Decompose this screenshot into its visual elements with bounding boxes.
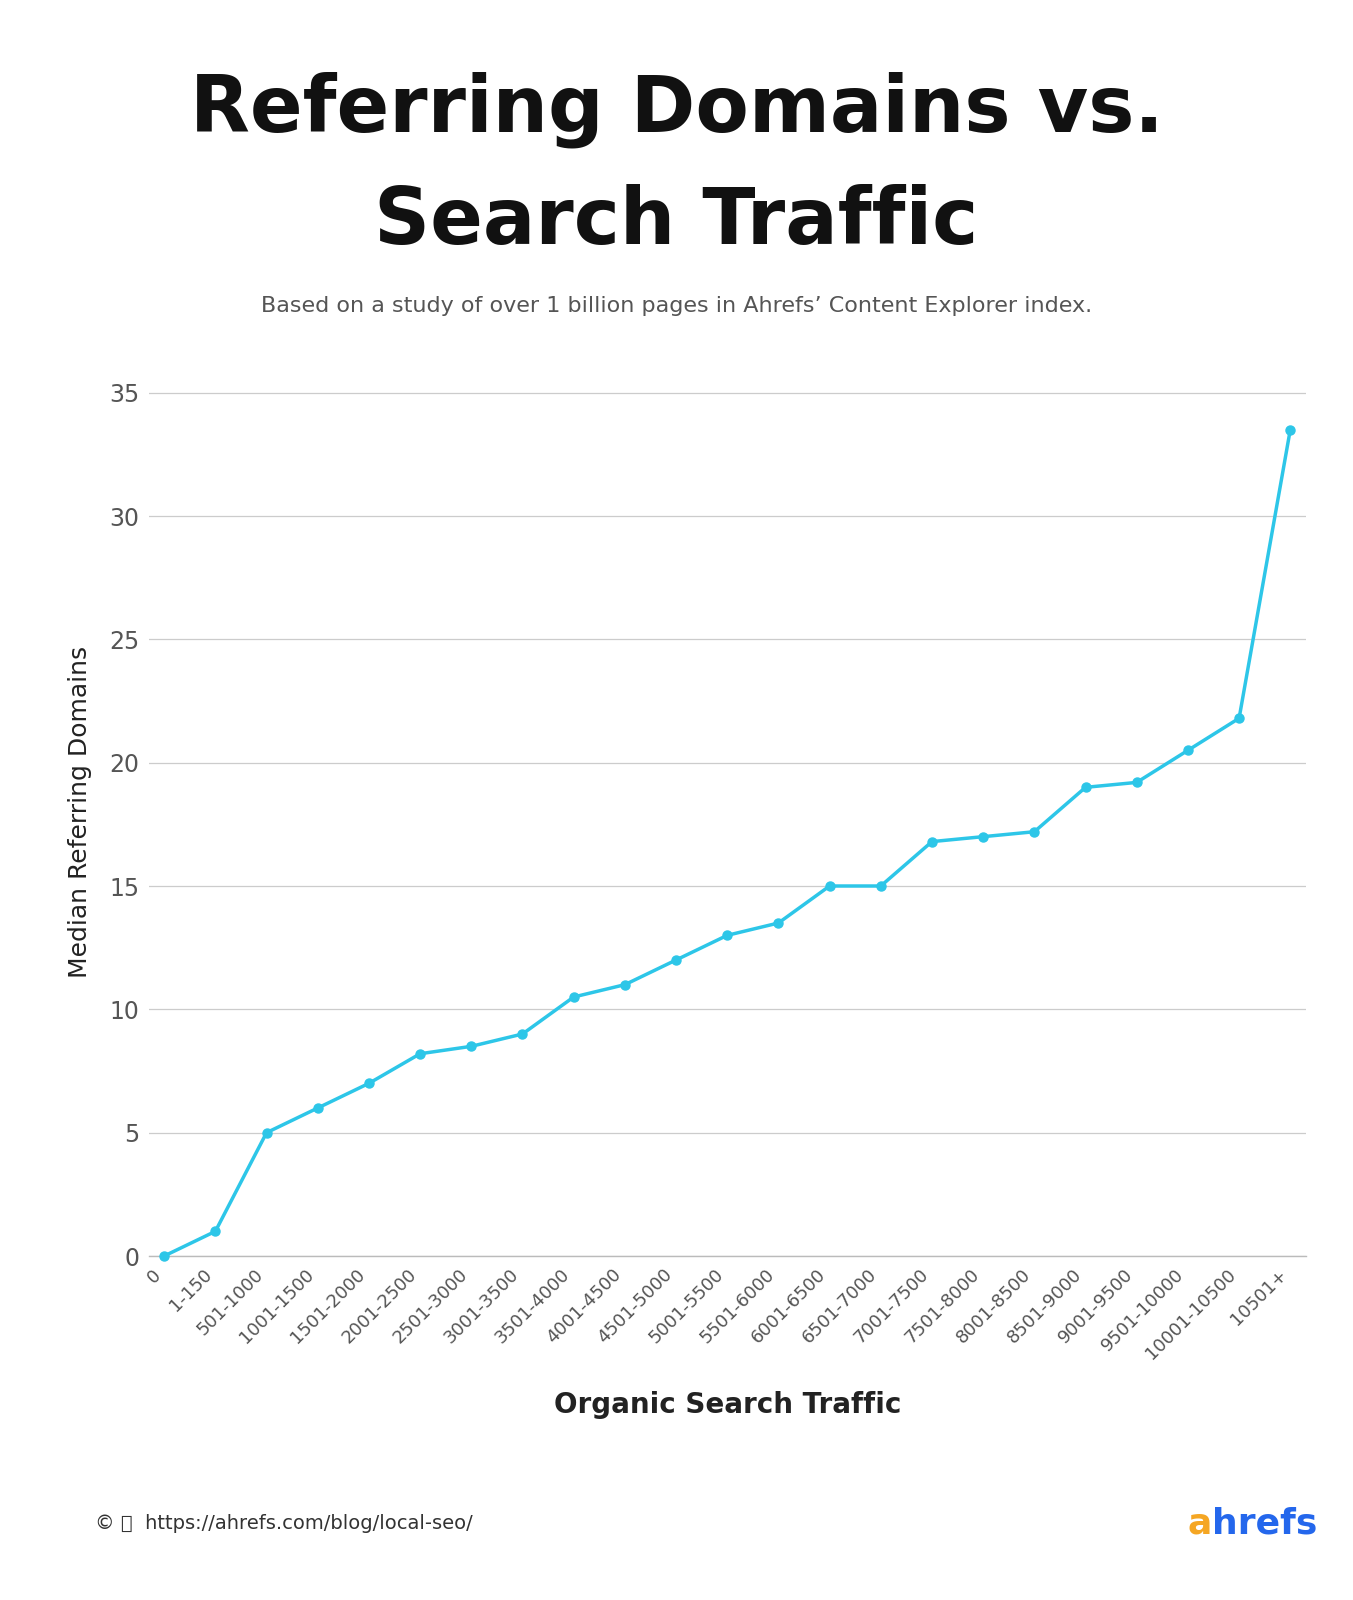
Text: Referring Domains vs.: Referring Domains vs. (189, 72, 1164, 149)
Text: Search Traffic: Search Traffic (375, 184, 978, 259)
Text: a: a (1188, 1506, 1212, 1541)
Text: hrefs: hrefs (1212, 1506, 1318, 1541)
X-axis label: Organic Search Traffic: Organic Search Traffic (553, 1390, 901, 1419)
Text: © ⓘ  https://ahrefs.com/blog/local-seo/: © ⓘ https://ahrefs.com/blog/local-seo/ (95, 1514, 472, 1533)
Y-axis label: Median Referring Domains: Median Referring Domains (68, 646, 92, 978)
Text: Based on a study of over 1 billion pages in Ahrefs’ Content Explorer index.: Based on a study of over 1 billion pages… (261, 296, 1092, 317)
